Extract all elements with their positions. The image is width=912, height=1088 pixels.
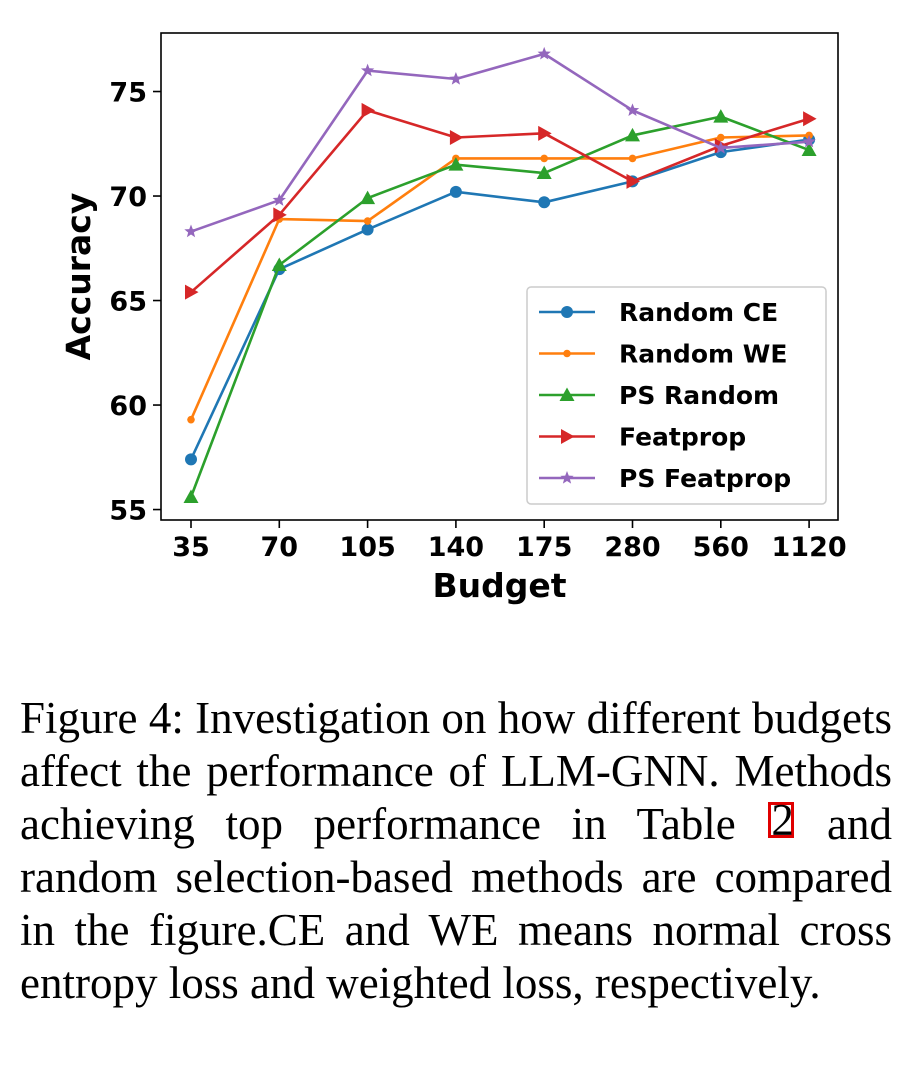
data-point-random-we-560 bbox=[717, 133, 725, 142]
data-point-ps-random-1120 bbox=[801, 142, 817, 157]
data-point-featprop-70 bbox=[273, 207, 287, 223]
legend-label-ps-random: PS Random bbox=[619, 381, 779, 410]
y-tick-label-65: 65 bbox=[109, 287, 147, 318]
data-point-random-ce-175 bbox=[538, 196, 551, 209]
legend-label-random-ce: Random CE bbox=[619, 298, 778, 327]
plot-frame bbox=[160, 32, 839, 521]
data-point-random-ce-105 bbox=[361, 223, 374, 236]
series-line-random-ce bbox=[189, 138, 810, 460]
y-tick-label-70: 70 bbox=[109, 182, 147, 213]
x-tick-label-280: 280 bbox=[604, 532, 660, 563]
data-point-random-we-175 bbox=[540, 154, 548, 163]
data-point-random-ce-35 bbox=[185, 453, 197, 466]
legend: Random CE Random WE PS Random Featprop PS Fe… bbox=[526, 286, 827, 505]
legend-label-random-we: Random WE bbox=[619, 340, 787, 369]
y-axis-title: Accuracy bbox=[59, 193, 98, 361]
legend-marker-featprop bbox=[561, 429, 575, 444]
data-point-featprop-1120 bbox=[803, 111, 817, 127]
legend-marker-random-we bbox=[563, 349, 571, 358]
x-tick-label-1120: 1120 bbox=[772, 532, 847, 563]
data-point-ps-random-560 bbox=[713, 109, 729, 123]
x-tick-label-70: 70 bbox=[261, 532, 299, 563]
line-chart: 55 60 65 70 75 35 70 105 140 175 280 560 1120 Budget A… bbox=[59, 32, 847, 605]
data-point-ps-featprop-70 bbox=[272, 193, 286, 206]
data-point-featprop-140 bbox=[449, 130, 464, 146]
data-point-ps-featprop-175 bbox=[537, 46, 551, 60]
data-point-ps-random-70 bbox=[271, 257, 287, 272]
data-point-ps-random-140 bbox=[448, 157, 464, 171]
series-ps-random bbox=[183, 109, 817, 504]
series-ps-featprop bbox=[184, 46, 816, 238]
series-line-ps-random bbox=[189, 115, 810, 498]
caption-text-end: and random selection-based methods are c… bbox=[20, 799, 892, 1008]
series-line-featprop bbox=[190, 109, 810, 294]
data-point-ps-random-280 bbox=[625, 127, 640, 142]
series-line-ps-featprop bbox=[190, 52, 810, 233]
data-point-featprop-105 bbox=[361, 102, 376, 118]
caption-text-start: Figure 4: Investigation on how different… bbox=[20, 693, 892, 849]
data-point-ps-featprop-560 bbox=[714, 140, 728, 154]
data-point-ps-random-105 bbox=[360, 190, 376, 205]
x-tick-label-105: 105 bbox=[339, 532, 395, 563]
figure-caption: Figure 4: Investigation on how different… bbox=[20, 692, 892, 1010]
x-tick-label-140: 140 bbox=[428, 532, 484, 563]
y-tick-label-75: 75 bbox=[109, 78, 147, 109]
y-tick-label-55: 55 bbox=[109, 496, 147, 527]
data-point-ps-featprop-35 bbox=[184, 224, 198, 238]
legend-label-featprop: Featprop bbox=[619, 423, 746, 452]
legend-marker-ps-random bbox=[559, 387, 575, 401]
data-point-ps-featprop-1120 bbox=[802, 134, 816, 148]
legend-marker-ps-featprop bbox=[560, 471, 574, 484]
data-point-random-ce-140 bbox=[449, 185, 462, 198]
data-point-featprop-35 bbox=[185, 284, 199, 300]
data-point-featprop-280 bbox=[626, 173, 640, 189]
data-point-ps-random-35 bbox=[183, 489, 199, 504]
table-reference-link[interactable]: 2 bbox=[768, 798, 795, 843]
x-tick-label-175: 175 bbox=[516, 532, 572, 563]
chart-figure: 55 60 65 70 75 35 70 105 140 175 280 560 1120 Budget A… bbox=[59, 32, 847, 605]
data-point-random-we-105 bbox=[363, 217, 372, 225]
legend-marker-random-ce bbox=[561, 306, 573, 318]
data-point-ps-random-175 bbox=[536, 165, 552, 180]
data-point-ps-featprop-140 bbox=[449, 71, 463, 85]
x-axis-title: Budget bbox=[432, 566, 566, 605]
x-tick-label-35: 35 bbox=[172, 532, 210, 563]
y-tick-label-60: 60 bbox=[109, 391, 147, 422]
data-point-ps-featprop-280 bbox=[625, 103, 640, 116]
legend-label-ps-featprop: PS Featprop bbox=[619, 464, 791, 493]
data-point-featprop-175 bbox=[538, 125, 552, 141]
data-point-random-we-35 bbox=[187, 415, 195, 424]
data-point-random-we-280 bbox=[628, 154, 637, 163]
data-point-ps-featprop-105 bbox=[360, 63, 375, 77]
x-tick-label-560: 560 bbox=[693, 532, 749, 563]
legend-box bbox=[526, 286, 827, 505]
